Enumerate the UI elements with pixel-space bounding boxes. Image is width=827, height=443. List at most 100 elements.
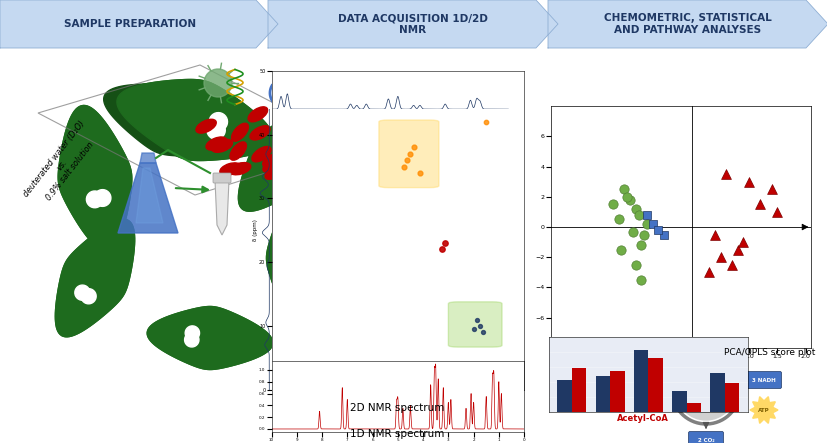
Polygon shape (207, 121, 225, 139)
Polygon shape (266, 195, 329, 321)
Point (645, 221, 658, 228)
Point (634, 276, 648, 284)
Polygon shape (185, 326, 199, 340)
Text: DATA ACQUISITION 1D/2D
NMR: DATA ACQUISITION 1D/2D NMR (337, 13, 487, 35)
FancyBboxPatch shape (448, 302, 501, 347)
Point (413, 169, 426, 176)
Bar (724, 383, 739, 412)
Polygon shape (86, 191, 103, 208)
Circle shape (82, 120, 298, 336)
Text: ATP: ATP (758, 408, 769, 412)
Polygon shape (55, 219, 135, 337)
Polygon shape (547, 0, 827, 48)
Polygon shape (209, 113, 227, 131)
Polygon shape (207, 121, 225, 139)
Point (619, 193, 633, 200)
Polygon shape (86, 191, 103, 208)
Point (629, 206, 642, 213)
Polygon shape (58, 105, 131, 251)
Text: 3 NADH: 3 NADH (751, 377, 775, 382)
Polygon shape (287, 233, 302, 247)
Ellipse shape (266, 152, 285, 167)
Point (397, 163, 410, 170)
Point (753, 201, 766, 208)
Text: TCA
cycle: TCA cycle (691, 379, 720, 401)
Polygon shape (238, 105, 331, 211)
Polygon shape (140, 153, 155, 163)
FancyBboxPatch shape (379, 120, 438, 188)
Polygon shape (292, 138, 307, 153)
Point (617, 186, 630, 193)
Point (614, 246, 628, 253)
Polygon shape (74, 285, 90, 300)
Polygon shape (268, 0, 557, 48)
Polygon shape (179, 122, 195, 138)
Polygon shape (117, 79, 273, 160)
Point (724, 261, 738, 268)
Ellipse shape (250, 126, 270, 140)
Text: GTP: GTP (643, 388, 655, 392)
Bar (672, 391, 686, 412)
Polygon shape (292, 138, 307, 153)
Text: 1D NMR spectrum: 1D NMR spectrum (350, 428, 444, 439)
Polygon shape (81, 289, 96, 304)
Polygon shape (287, 134, 302, 149)
Y-axis label: δ (ppm): δ (ppm) (252, 219, 257, 241)
Point (631, 211, 644, 218)
Bar (609, 371, 624, 412)
Polygon shape (294, 233, 308, 247)
Point (770, 208, 783, 215)
Text: 2 CO₂: 2 CO₂ (697, 438, 714, 443)
Point (702, 269, 715, 276)
Polygon shape (215, 180, 229, 235)
Text: Acetyl-CoA: Acetyl-CoA (616, 414, 667, 423)
Point (623, 196, 636, 203)
Ellipse shape (248, 107, 267, 122)
Polygon shape (287, 233, 302, 247)
Point (479, 118, 492, 125)
Polygon shape (58, 105, 131, 251)
Bar (557, 381, 571, 412)
Point (713, 254, 726, 261)
Point (639, 211, 653, 218)
Point (476, 329, 489, 336)
Ellipse shape (230, 142, 246, 160)
Point (657, 231, 670, 238)
Point (611, 216, 624, 223)
Bar (595, 376, 609, 412)
Polygon shape (209, 113, 227, 131)
Ellipse shape (196, 119, 216, 133)
Polygon shape (266, 195, 329, 321)
Text: SAMPLE PREPARATION: SAMPLE PREPARATION (64, 19, 196, 29)
Text: Acetyl-CoA: Acetyl-CoA (681, 333, 729, 342)
Point (435, 246, 448, 253)
Polygon shape (184, 333, 198, 347)
Point (639, 221, 653, 228)
Bar (710, 373, 724, 412)
Point (719, 171, 732, 178)
Point (625, 228, 638, 235)
Bar (571, 368, 586, 412)
Point (637, 231, 650, 238)
Polygon shape (287, 134, 302, 149)
Point (404, 150, 417, 157)
Polygon shape (94, 190, 111, 206)
Polygon shape (0, 0, 278, 48)
Point (400, 157, 414, 164)
FancyBboxPatch shape (746, 372, 781, 389)
Point (407, 144, 420, 151)
FancyBboxPatch shape (688, 431, 723, 443)
Text: PCA/OPLS score plot: PCA/OPLS score plot (724, 348, 815, 357)
Polygon shape (118, 163, 178, 233)
Polygon shape (294, 233, 308, 247)
Ellipse shape (232, 123, 248, 141)
Polygon shape (185, 326, 199, 340)
Point (736, 239, 749, 246)
Point (634, 241, 648, 249)
Ellipse shape (262, 153, 283, 167)
Point (730, 246, 743, 253)
Ellipse shape (206, 137, 227, 150)
Point (470, 316, 483, 323)
Ellipse shape (220, 163, 241, 175)
Ellipse shape (263, 158, 282, 172)
